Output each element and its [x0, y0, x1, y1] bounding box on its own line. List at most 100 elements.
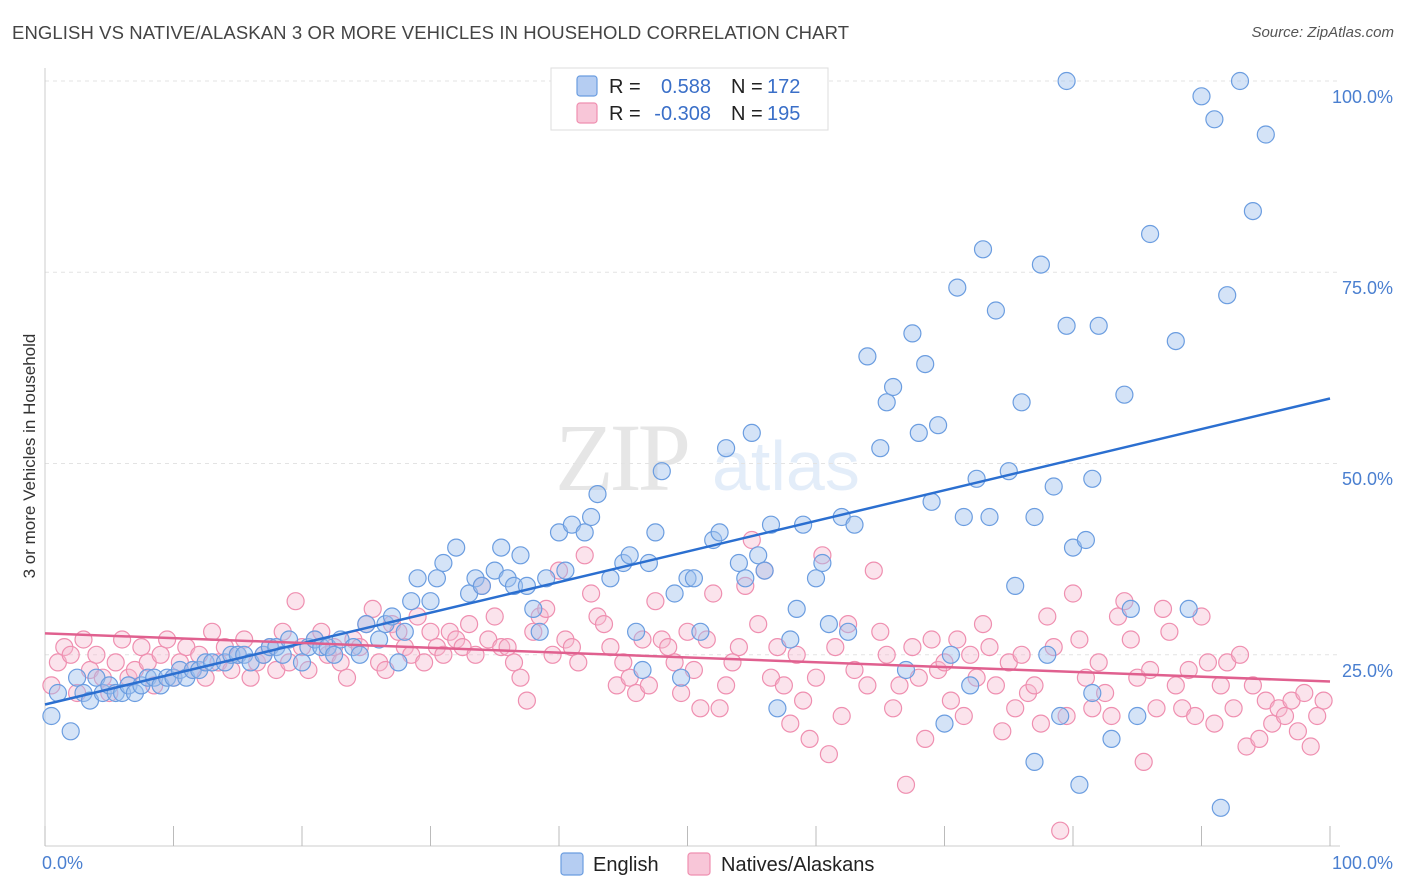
natives-point: [1095, 683, 1115, 703]
english-trend-line: [44, 397, 1331, 706]
natives-point: [280, 653, 299, 672]
natives-point: [1063, 584, 1083, 603]
natives-point: [1025, 676, 1044, 695]
english-point: [112, 683, 132, 703]
english-point: [845, 515, 864, 534]
english-point: [1218, 286, 1237, 305]
natives-point: [787, 645, 806, 664]
gridlines: [45, 80, 1340, 656]
natives-point: [350, 637, 369, 657]
natives-point: [986, 676, 1006, 695]
natives-point: [511, 668, 530, 687]
english-point: [961, 676, 980, 695]
natives-point: [594, 614, 614, 634]
english-point: [909, 423, 928, 442]
english-point: [42, 706, 61, 726]
natives-point: [903, 637, 922, 657]
natives-point: [813, 546, 832, 565]
natives-point: [556, 630, 575, 649]
english-point: [916, 355, 935, 374]
english-point: [1044, 477, 1063, 496]
english-point: [896, 660, 916, 680]
english-point: [1076, 530, 1096, 550]
english-point: [954, 507, 973, 527]
english-point: [1070, 775, 1089, 794]
natives-point: [575, 546, 594, 565]
english-point: [1031, 255, 1051, 274]
english-point: [633, 660, 652, 680]
english-point: [729, 553, 749, 573]
english-point: [1025, 752, 1044, 772]
natives-point: [222, 660, 241, 680]
english-point: [646, 523, 665, 542]
natives-point: [961, 645, 980, 664]
natives-point: [517, 691, 537, 710]
natives-point: [370, 653, 389, 672]
natives-point: [543, 645, 562, 664]
natives-point: [530, 607, 549, 626]
natives-point: [331, 653, 350, 672]
x-tick-label-0: 0.0%: [42, 853, 83, 873]
english-point: [1179, 599, 1198, 619]
english-point: [858, 347, 877, 366]
natives-point: [883, 699, 903, 718]
english-point: [61, 722, 80, 741]
natives-point: [639, 676, 659, 695]
bottom-legend-natives-swatch: [687, 852, 711, 876]
english-point: [787, 599, 806, 619]
natives-point: [864, 561, 883, 580]
legend-natives-r-label: R =: [609, 103, 641, 125]
natives-point: [729, 637, 749, 657]
english-point: [903, 324, 922, 343]
natives-point: [1051, 821, 1070, 840]
natives-point: [671, 683, 691, 703]
english-point: [498, 569, 517, 588]
english-point: [1205, 110, 1224, 129]
natives-point: [434, 645, 453, 664]
english-point: [350, 645, 369, 664]
natives-point: [710, 699, 729, 718]
english-point: [273, 645, 292, 664]
english-point: [710, 523, 729, 542]
english-point: [504, 576, 524, 596]
natives-point: [1295, 683, 1314, 703]
bottom-legend-english-label: English: [593, 854, 659, 876]
natives-point: [691, 699, 710, 718]
natives-point: [871, 622, 890, 641]
natives-point: [838, 614, 858, 634]
english-point: [1211, 798, 1230, 817]
natives-point: [646, 592, 665, 611]
english-point: [575, 523, 594, 542]
natives-point: [1102, 706, 1121, 726]
legend-natives-n-value: 195: [767, 103, 800, 125]
english-point: [749, 546, 768, 565]
natives-point: [485, 607, 504, 626]
natives-point: [569, 653, 588, 672]
english-point: [1083, 469, 1102, 488]
natives-point: [1179, 660, 1198, 680]
english-point: [1089, 316, 1108, 335]
natives-point: [1314, 691, 1333, 710]
english-point: [626, 622, 646, 641]
legend-english-swatch: [576, 75, 598, 97]
y-tick-label-50: 50.0%: [1342, 469, 1393, 489]
natives-point: [498, 637, 517, 657]
english-point: [813, 553, 832, 573]
natives-point: [415, 653, 434, 672]
english-point: [1057, 316, 1076, 335]
english-point: [980, 507, 999, 527]
natives-point: [106, 653, 125, 672]
natives-point: [922, 630, 941, 649]
english-point: [941, 645, 961, 664]
chart-title: ENGLISH VS NATIVE/ALASKAN 3 OR MORE VEHI…: [12, 22, 850, 43]
legend-natives-n-label: N =: [731, 103, 763, 125]
natives-point: [723, 653, 742, 672]
english-point: [537, 569, 556, 588]
natives-point: [151, 645, 170, 664]
natives-point: [1031, 714, 1051, 733]
english-point: [1243, 202, 1263, 221]
english-point: [1256, 125, 1275, 144]
natives-point: [1134, 752, 1153, 772]
english-point: [781, 630, 800, 649]
natives-point: [504, 653, 524, 672]
